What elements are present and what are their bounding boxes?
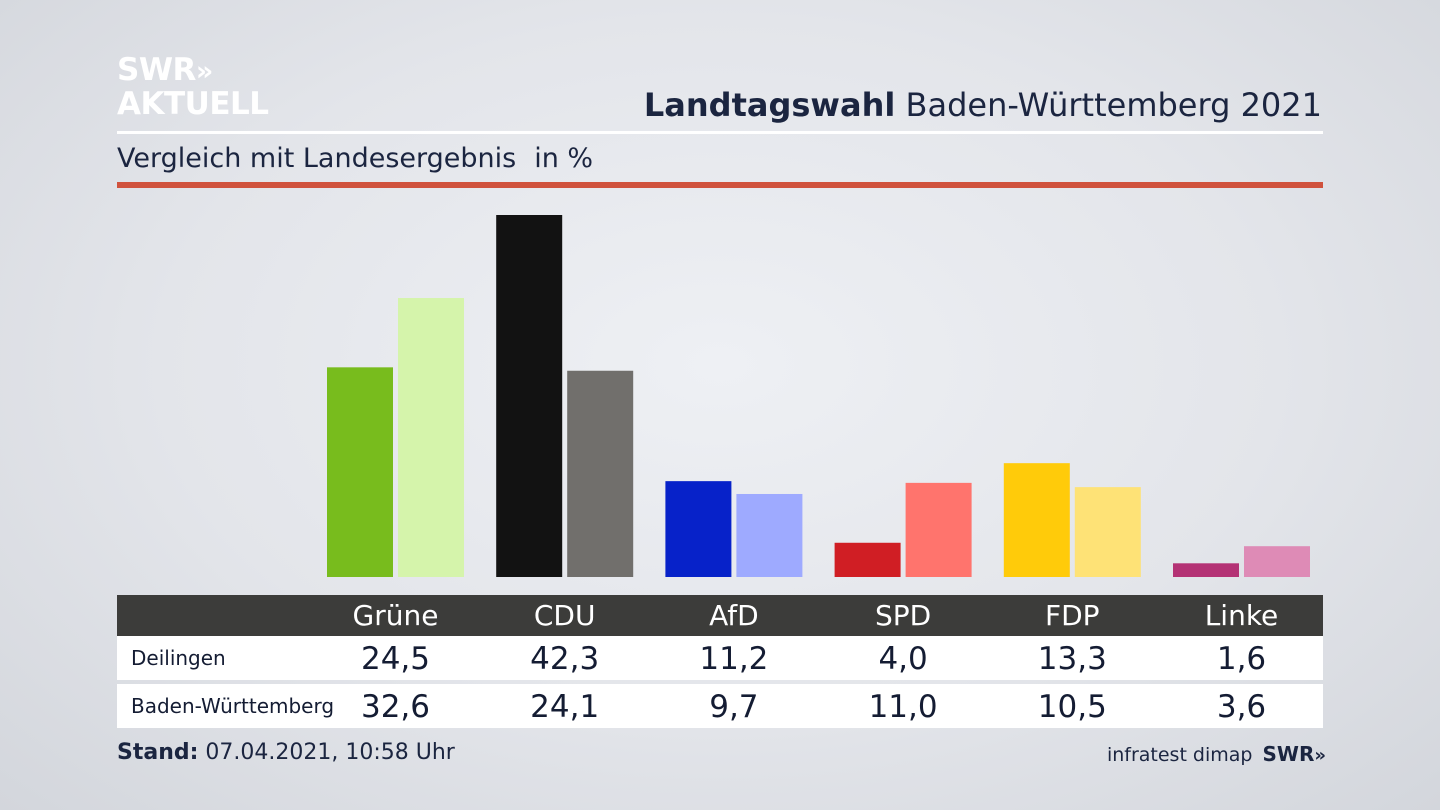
source-swr-text: SWR [1262, 742, 1315, 766]
bar-spd-baden-wuerttemberg [905, 482, 972, 577]
value-linke-deilingen: 1,6 [1216, 641, 1267, 677]
bar-linke-deilingen [1173, 563, 1239, 577]
value-gruene-deilingen: 24,5 [360, 641, 431, 677]
table-row-local: Deilingen 24,5 42,3 11,2 4,0 13,3 1,6 [117, 636, 1323, 680]
column-header-cdu: CDU [533, 599, 596, 632]
source-swr-logo: SWR» [1262, 742, 1325, 766]
timestamp: Stand: 07.04.2021, 10:58 Uhr [117, 740, 455, 765]
column-header-linke: Linke [1204, 599, 1279, 632]
logo-line-1: SWR» [117, 54, 287, 88]
page-title: Landtagswahl Baden-Württemberg 2021 [644, 86, 1322, 124]
source-credit: infratest dimap SWR» [1106, 742, 1326, 766]
bar-afd-deilingen [665, 481, 732, 577]
column-header-gruene: Grüne [352, 599, 439, 632]
bar-fdp-deilingen [1003, 463, 1070, 577]
source-text: infratest dimap [1106, 744, 1253, 766]
value-gruene-baden-wuerttemberg: 32,6 [360, 689, 431, 725]
row-label-state: Baden-Württemberg [131, 694, 335, 718]
stand-value: 07.04.2021, 10:58 Uhr [198, 740, 455, 765]
bar-linke-baden-wuerttemberg [1244, 546, 1310, 577]
stand-label: Stand: [117, 740, 199, 765]
bar-afd-baden-wuerttemberg [736, 493, 803, 577]
row-label-local: Deilingen [131, 646, 226, 670]
bar-gruene-baden-wuerttemberg [398, 298, 464, 577]
bar-cdu-deilingen [496, 215, 563, 577]
value-spd-deilingen: 4,0 [878, 641, 928, 677]
logo-line-2: AKTUELL [117, 86, 269, 122]
title-bold: Landtagswahl [643, 86, 896, 124]
logo-swr-text: SWR [117, 52, 196, 88]
table-row-state: Baden-Württemberg 32,6 24,1 9,7 11,0 10,5 3,6 [117, 684, 1323, 728]
swr-aktuell-logo: SWR» AKTUELL [117, 54, 287, 124]
table-header: Grüne CDU AfD SPD FDP Linke [117, 595, 1323, 636]
bar-gruene-deilingen [327, 367, 393, 577]
title-divider [117, 131, 1323, 134]
accent-divider [117, 182, 1323, 188]
value-afd-baden-wuerttemberg: 9,7 [709, 689, 759, 725]
value-linke-baden-wuerttemberg: 3,6 [1216, 689, 1267, 725]
bar-fdp-baden-wuerttemberg [1074, 487, 1141, 577]
results-table: Grüne CDU AfD SPD FDP Linke Deilingen 24,5 42,… [117, 595, 1323, 728]
bar-cdu-baden-wuerttemberg [567, 370, 634, 577]
chart-subtitle: Vergleich mit Landesergebnis in % [117, 143, 593, 174]
value-afd-deilingen: 11,2 [699, 641, 769, 677]
unit-label: in % [534, 143, 594, 174]
bar-spd-deilingen [834, 542, 901, 577]
column-header-fdp: FDP [1045, 599, 1100, 632]
column-header-spd: SPD [874, 599, 932, 632]
source-chevron-icon: » [1314, 745, 1325, 766]
value-spd-baden-wuerttemberg: 11,0 [868, 689, 938, 725]
value-cdu-deilingen: 42,3 [530, 641, 600, 677]
title-rest: Baden-Württemberg 2021 [895, 86, 1323, 124]
value-cdu-baden-wuerttemberg: 24,1 [530, 689, 600, 725]
subtitle-text: Vergleich mit Landesergebnis [117, 143, 517, 174]
value-fdp-baden-wuerttemberg: 10,5 [1037, 689, 1107, 725]
column-header-afd: AfD [709, 599, 759, 632]
value-fdp-deilingen: 13,3 [1037, 641, 1107, 677]
